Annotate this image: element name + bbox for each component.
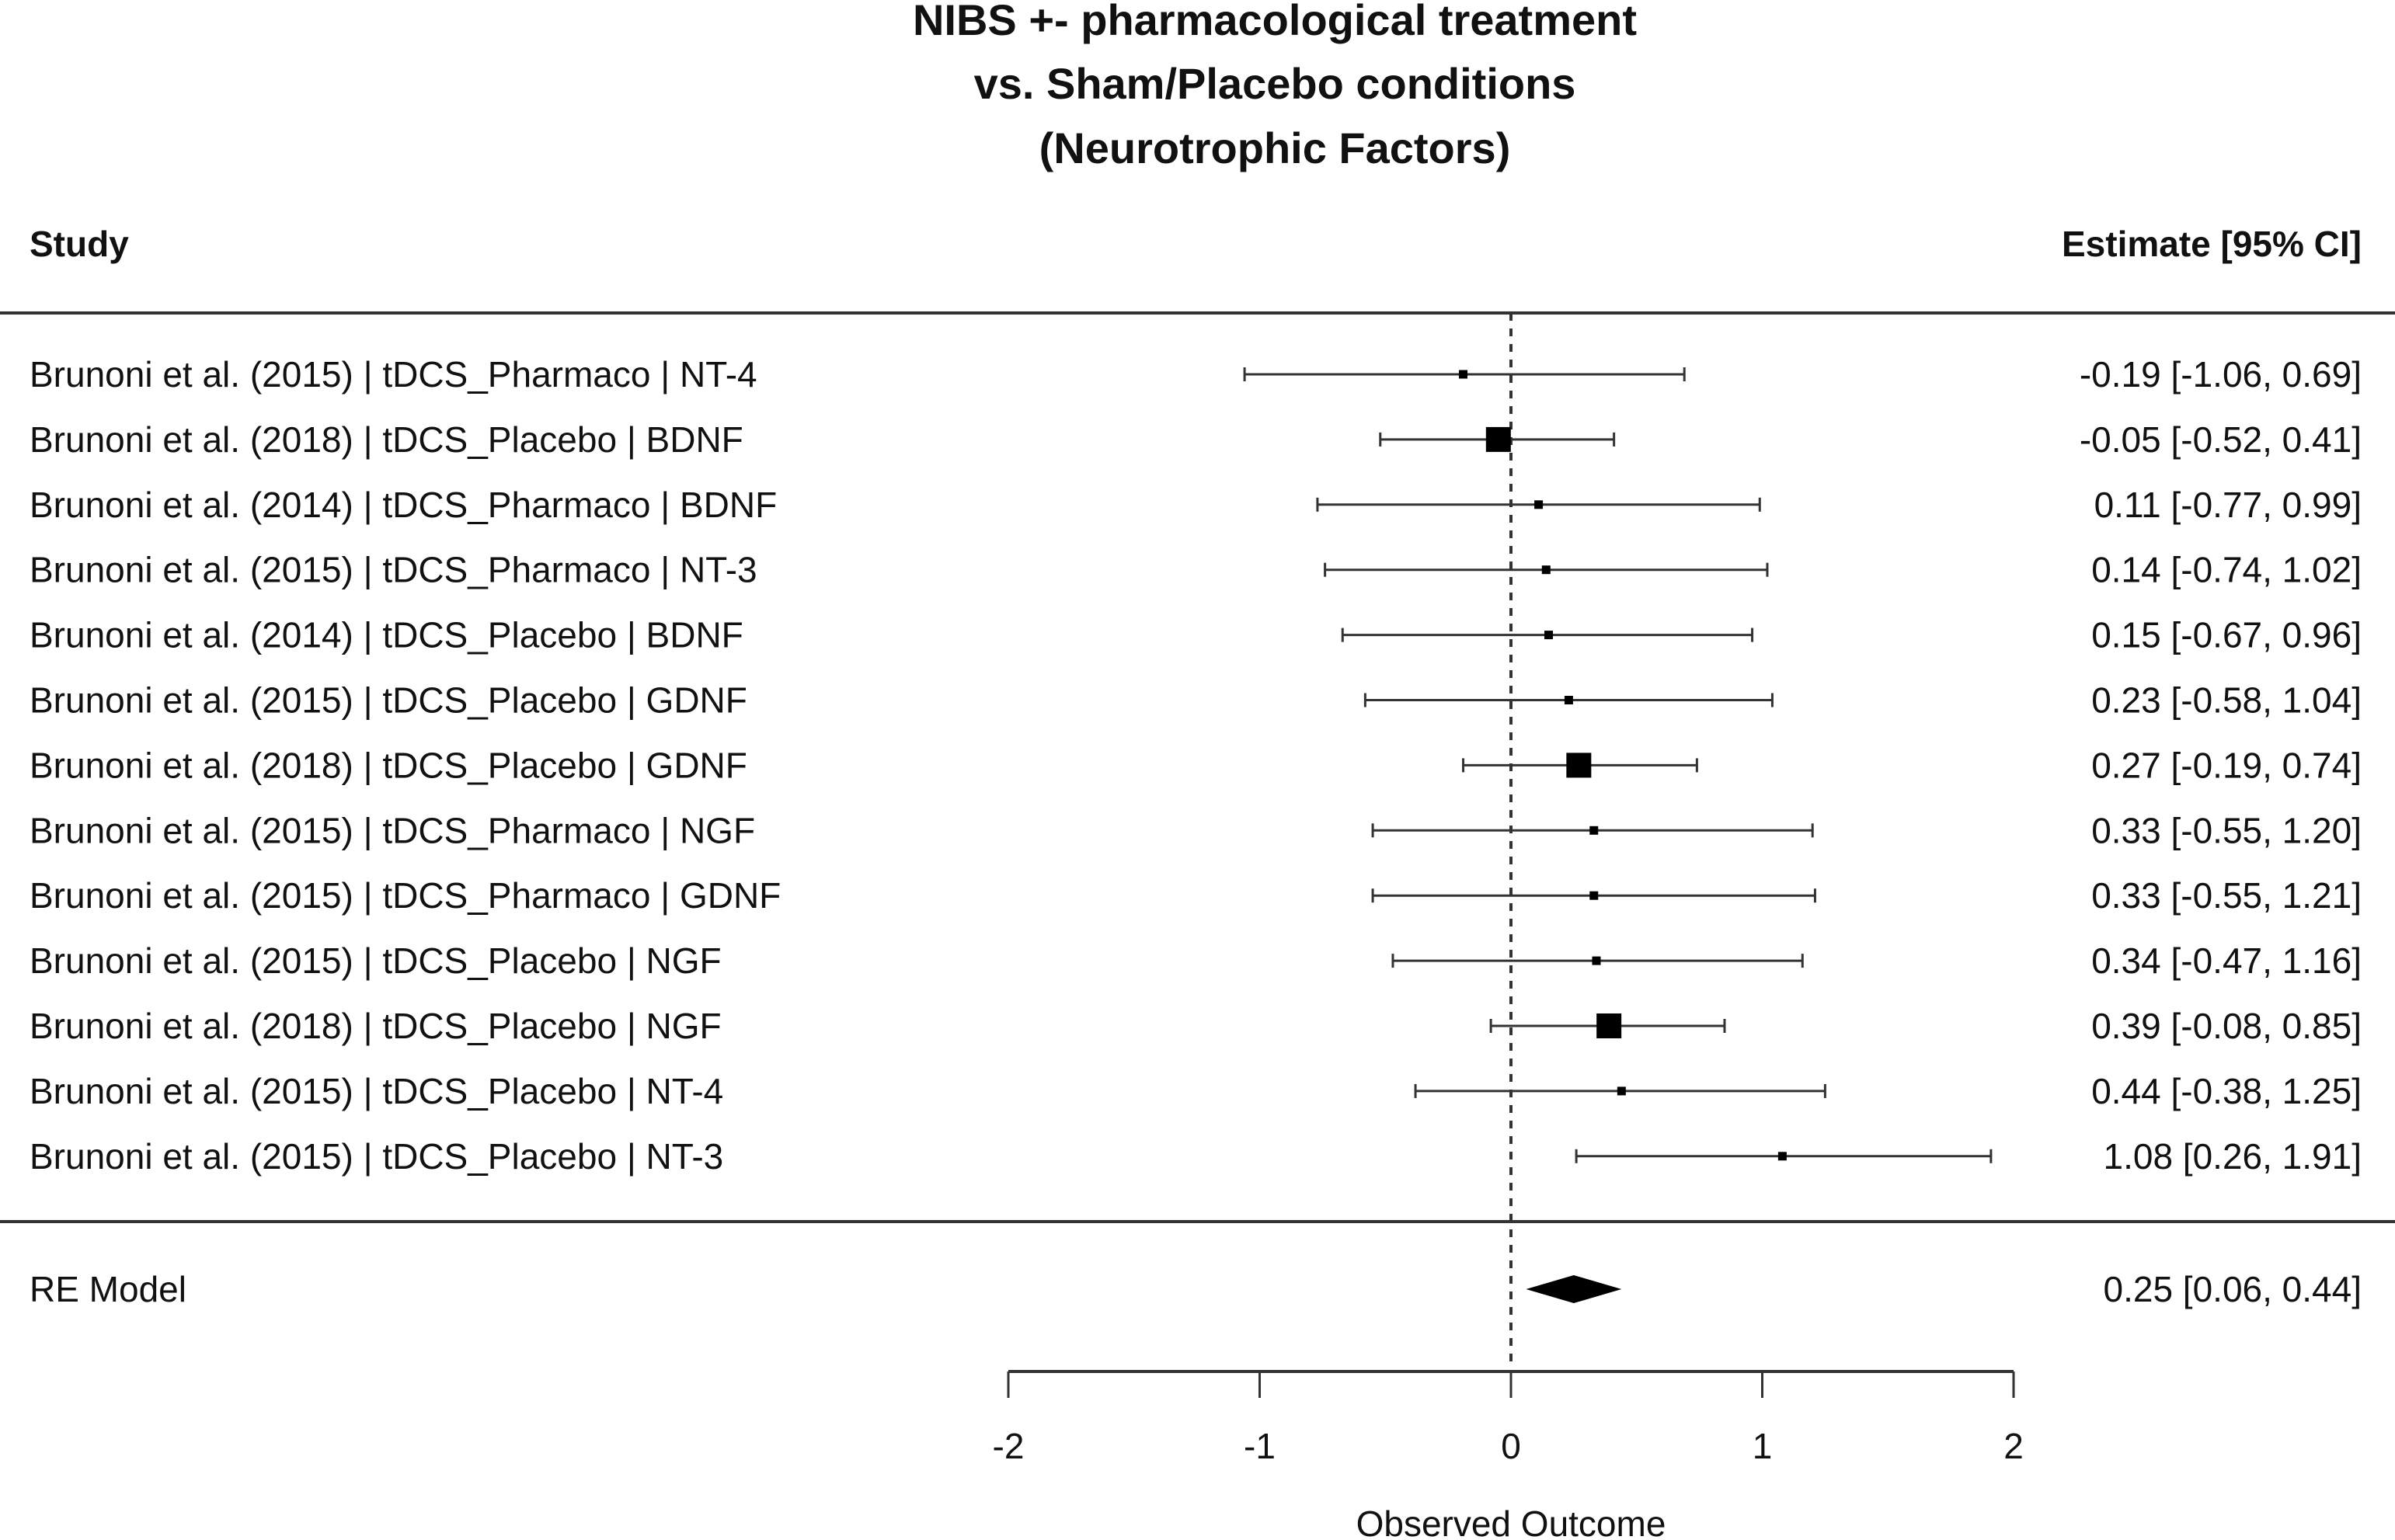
study-label: Brunoni et al. (2015) | tDCS_Pharmaco | … xyxy=(30,550,757,590)
point-estimate xyxy=(1459,370,1468,379)
tick-label: 0 xyxy=(1501,1426,1521,1466)
study-estimate-text: 1.08 [0.26, 1.91] xyxy=(2104,1136,2362,1177)
study-estimate-text: 0.33 [-0.55, 1.21] xyxy=(2091,875,2362,916)
title-line-2: vs. Sham/Placebo conditions xyxy=(974,59,1576,108)
point-estimate xyxy=(1592,956,1601,965)
study-label: Brunoni et al. (2015) | tDCS_Placebo | N… xyxy=(30,940,722,981)
study-row: Brunoni et al. (2015) | tDCS_Pharmaco | … xyxy=(30,354,2362,395)
point-estimate xyxy=(1617,1086,1626,1096)
title: NIBS +- pharmacological treatment vs. Sh… xyxy=(913,0,1637,172)
study-estimate-text: 0.11 [-0.77, 0.99] xyxy=(2094,485,2362,525)
point-estimate xyxy=(1596,1013,1622,1038)
summary-diamond xyxy=(1526,1275,1622,1303)
study-estimate-text: 0.27 [-0.19, 0.74] xyxy=(2091,745,2362,785)
study-estimate-text: 0.15 [-0.67, 0.96] xyxy=(2091,615,2362,655)
point-estimate xyxy=(1544,631,1554,640)
summary-label: RE Model xyxy=(30,1269,186,1309)
study-estimate-text: 0.33 [-0.55, 1.20] xyxy=(2091,810,2362,850)
study-label: Brunoni et al. (2015) | tDCS_Pharmaco | … xyxy=(30,810,755,850)
study-label: Brunoni et al. (2018) | tDCS_Placebo | N… xyxy=(30,1006,722,1046)
study-row: Brunoni et al. (2015) | tDCS_Pharmaco | … xyxy=(30,550,2362,590)
study-label: Brunoni et al. (2015) | tDCS_Placebo | N… xyxy=(30,1071,723,1111)
study-row: Brunoni et al. (2015) | tDCS_Placebo | G… xyxy=(30,680,2362,721)
study-estimate-text: -0.19 [-1.06, 0.69] xyxy=(2080,354,2362,395)
study-estimate-text: 0.44 [-0.38, 1.25] xyxy=(2091,1071,2362,1111)
study-estimate-text: 0.34 [-0.47, 1.16] xyxy=(2091,940,2362,981)
point-estimate xyxy=(1564,696,1573,704)
study-row: Brunoni et al. (2014) | tDCS_Pharmaco | … xyxy=(30,485,2362,525)
study-row: Brunoni et al. (2018) | tDCS_Placebo | N… xyxy=(30,1006,2362,1046)
study-row: Brunoni et al. (2015) | tDCS_Pharmaco | … xyxy=(30,810,2362,850)
study-row: Brunoni et al. (2018) | tDCS_Placebo | B… xyxy=(30,419,2362,460)
tick-label: 2 xyxy=(2003,1426,2024,1466)
study-estimate-text: 0.14 [-0.74, 1.02] xyxy=(2091,550,2362,590)
study-row: Brunoni et al. (2018) | tDCS_Placebo | G… xyxy=(30,745,2362,785)
point-estimate xyxy=(1566,753,1592,778)
point-estimate xyxy=(1589,826,1599,835)
study-estimate-text: 0.23 [-0.58, 1.04] xyxy=(2091,680,2362,721)
point-estimate xyxy=(1534,500,1544,509)
point-estimate xyxy=(1485,426,1511,452)
study-estimate-text: -0.05 [-0.52, 0.41] xyxy=(2080,419,2362,460)
study-label: Brunoni et al. (2014) | tDCS_Pharmaco | … xyxy=(30,485,777,525)
point-estimate xyxy=(1541,565,1551,575)
study-label: Brunoni et al. (2018) | tDCS_Placebo | B… xyxy=(30,419,743,460)
x-axis-label: Observed Outcome xyxy=(1356,1503,1666,1540)
x-axis: -2 -1 0 1 2 xyxy=(993,1370,2024,1466)
study-label: Brunoni et al. (2018) | tDCS_Placebo | G… xyxy=(30,745,747,785)
summary-estimate-text: 0.25 [0.06, 0.44] xyxy=(2104,1269,2362,1309)
point-estimate xyxy=(1777,1152,1787,1161)
summary-row: RE Model 0.25 [0.06, 0.44] xyxy=(30,1269,2362,1309)
study-label: Brunoni et al. (2014) | tDCS_Placebo | B… xyxy=(30,615,743,655)
header-study: Study xyxy=(30,224,129,264)
study-row: Brunoni et al. (2015) | tDCS_Pharmaco | … xyxy=(30,875,2362,916)
study-row: Brunoni et al. (2015) | tDCS_Placebo | N… xyxy=(30,940,2362,981)
study-label: Brunoni et al. (2015) | tDCS_Placebo | G… xyxy=(30,680,747,721)
study-row: Brunoni et al. (2015) | tDCS_Placebo | N… xyxy=(30,1071,2362,1111)
tick-label: -2 xyxy=(993,1426,1025,1466)
study-row: Brunoni et al. (2014) | tDCS_Placebo | B… xyxy=(30,615,2362,655)
study-estimate-text: 0.39 [-0.08, 0.85] xyxy=(2091,1006,2362,1046)
title-line-3: (Neurotrophic Factors) xyxy=(1039,123,1511,172)
study-row: Brunoni et al. (2015) | tDCS_Placebo | N… xyxy=(30,1136,2362,1177)
header-estimate: Estimate [95% CI] xyxy=(2062,224,2362,264)
title-line-1: NIBS +- pharmacological treatment xyxy=(913,0,1637,44)
tick-label: -1 xyxy=(1244,1426,1276,1466)
point-estimate xyxy=(1589,891,1599,900)
tick-label: 1 xyxy=(1753,1426,1773,1466)
study-label: Brunoni et al. (2015) | tDCS_Placebo | N… xyxy=(30,1136,723,1177)
study-label: Brunoni et al. (2015) | tDCS_Pharmaco | … xyxy=(30,875,781,916)
study-label: Brunoni et al. (2015) | tDCS_Pharmaco | … xyxy=(30,354,757,395)
